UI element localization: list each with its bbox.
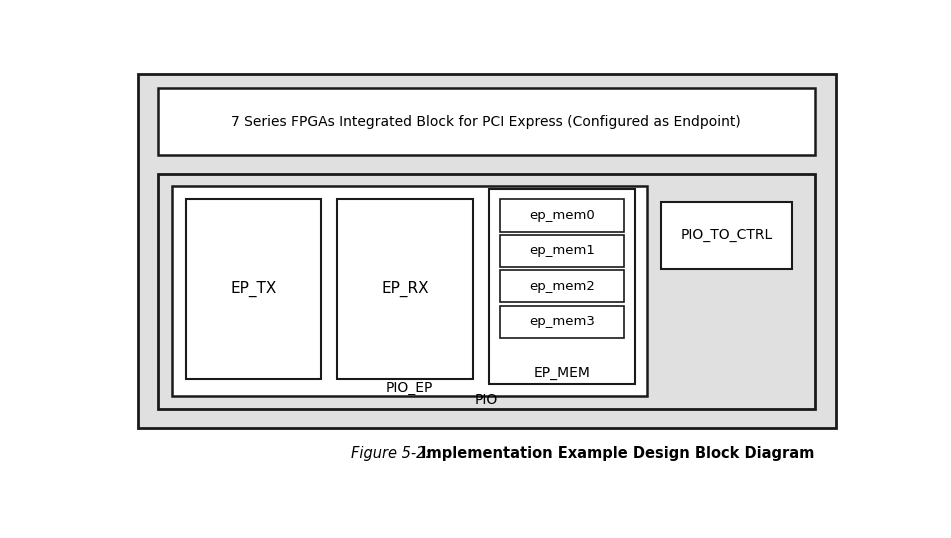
Bar (138, 74, 836, 428)
Bar (338, 199, 473, 379)
Bar (500, 235, 624, 267)
Text: Figure 5-2:: Figure 5-2: (351, 446, 431, 461)
Bar (490, 189, 635, 384)
Bar (158, 174, 815, 409)
Text: EP_MEM: EP_MEM (534, 366, 591, 380)
Text: EP_TX: EP_TX (230, 280, 277, 297)
Text: ep_mem1: ep_mem1 (530, 244, 595, 257)
Bar (171, 186, 648, 395)
Text: PIO_EP: PIO_EP (386, 381, 434, 395)
Text: PIO_TO_CTRL: PIO_TO_CTRL (680, 229, 772, 243)
Bar (158, 88, 815, 155)
Text: ep_mem2: ep_mem2 (530, 280, 595, 293)
Text: EP_RX: EP_RX (381, 280, 429, 297)
Bar (500, 306, 624, 338)
Text: ep_mem0: ep_mem0 (530, 209, 595, 222)
Bar (500, 270, 624, 302)
Text: Implementation Example Design Block Diagram: Implementation Example Design Block Diag… (421, 446, 814, 461)
Bar (500, 199, 624, 232)
Bar (661, 202, 791, 270)
Text: ep_mem3: ep_mem3 (530, 315, 595, 328)
Bar (185, 199, 321, 379)
Text: 7 Series FPGAs Integrated Block for PCI Express (Configured as Endpoint): 7 Series FPGAs Integrated Block for PCI … (231, 115, 741, 129)
Text: PIO: PIO (475, 393, 498, 407)
